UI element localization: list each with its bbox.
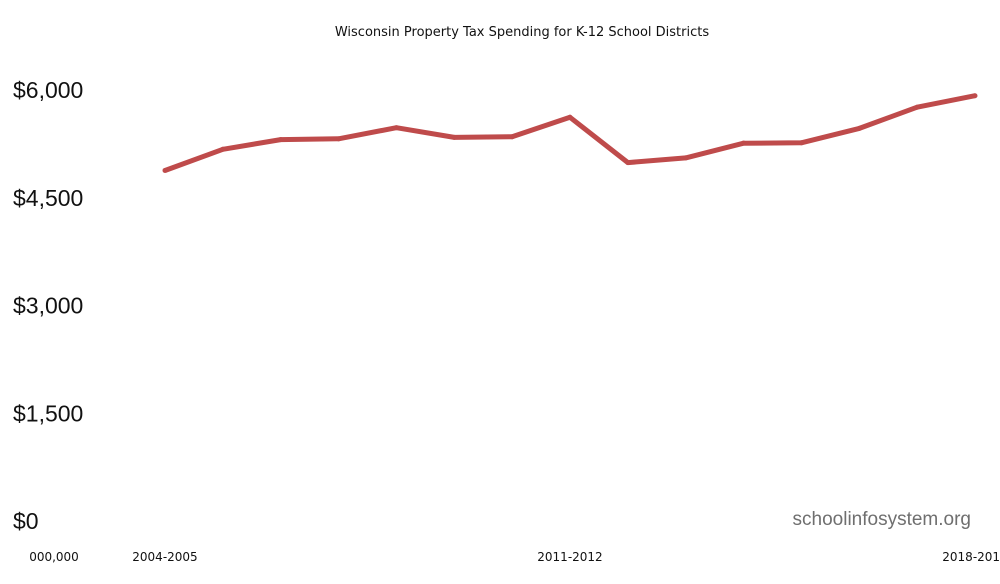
data-point bbox=[856, 125, 862, 131]
y-tick-label: $0 bbox=[13, 508, 39, 534]
data-point bbox=[393, 125, 399, 131]
data-point bbox=[278, 137, 284, 143]
data-point bbox=[683, 155, 689, 161]
y-tick-label: $6,000 bbox=[13, 77, 83, 103]
y-tick-label: $4,500 bbox=[13, 185, 83, 211]
data-point bbox=[567, 114, 573, 120]
data-point bbox=[972, 93, 978, 99]
y-tick-label: $1,500 bbox=[13, 400, 83, 426]
x-tick-label: 2011-2012 bbox=[537, 550, 602, 564]
data-point bbox=[336, 136, 342, 142]
data-point bbox=[220, 146, 226, 152]
y-tick-label: $3,000 bbox=[13, 293, 83, 319]
chart-title: Wisconsin Property Tax Spending for K-12… bbox=[335, 25, 710, 40]
data-point bbox=[741, 140, 747, 146]
data-point bbox=[451, 134, 457, 140]
data-point bbox=[625, 160, 631, 166]
watermark: schoolinfosystem.org bbox=[793, 509, 971, 530]
data-point bbox=[162, 167, 168, 173]
x-axis-corner-label: 000,000 bbox=[29, 550, 79, 564]
data-point bbox=[509, 134, 515, 140]
x-axis: 000,000 2004-2005 2011-2012 2018-2019 bbox=[29, 550, 1000, 564]
series-line bbox=[164, 93, 976, 173]
data-point bbox=[798, 140, 804, 146]
x-tick-label: 2004-2005 bbox=[132, 550, 197, 564]
y-axis: $0 $1,500 $3,000 $4,500 $6,000 bbox=[13, 77, 83, 534]
data-point bbox=[914, 104, 920, 110]
x-tick-label: 2018-2019 bbox=[942, 550, 1000, 564]
series-layer bbox=[162, 93, 978, 173]
